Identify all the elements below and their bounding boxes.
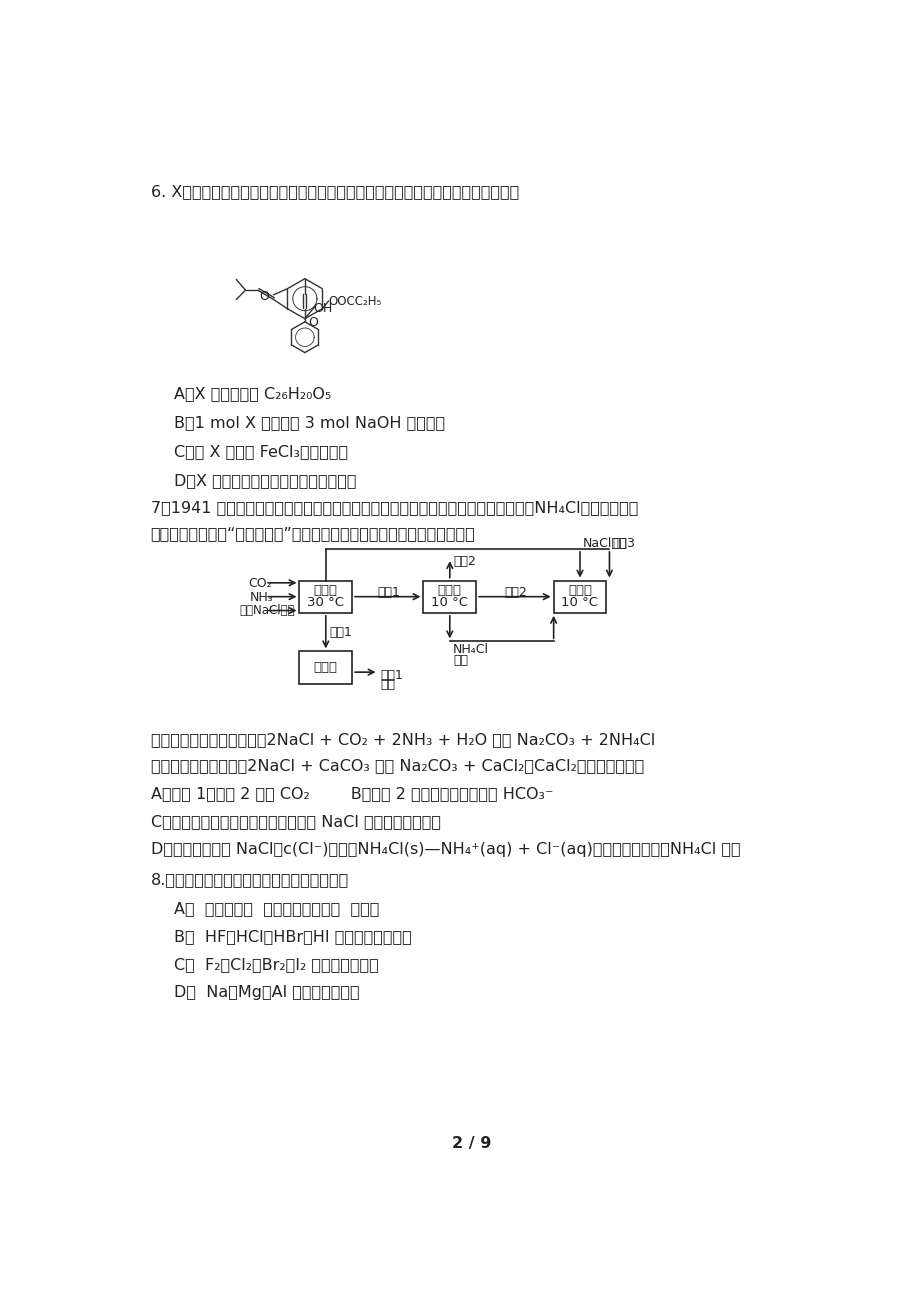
Bar bbox=[423, 581, 476, 613]
Text: NH₄Cl: NH₄Cl bbox=[452, 643, 488, 656]
Text: 气体2: 气体2 bbox=[452, 555, 475, 568]
Text: C．  F₂、Cl₂、Br₂、I₂ 的永点逐渐升高: C． F₂、Cl₂、Br₂、I₂ 的永点逐渐升高 bbox=[174, 957, 379, 973]
Text: A．  与硒相比，  金冈石的硬度大、  燕点高: A． 与硒相比， 金冈石的硬度大、 燕点高 bbox=[174, 901, 379, 917]
Text: 溶液1: 溶液1 bbox=[377, 586, 400, 599]
Text: NH₃: NH₃ bbox=[250, 591, 273, 604]
Text: 溶液3: 溶液3 bbox=[612, 536, 635, 549]
Text: 工艺，后被命名为“侯氏制碱法”。主要工艺流程如下图。下列说法正确的是: 工艺，后被命名为“侯氏制碱法”。主要工艺流程如下图。下列说法正确的是 bbox=[151, 526, 475, 540]
Text: C．在 X 中加入 FeCl₃溶液显紫色: C．在 X 中加入 FeCl₃溶液显紫色 bbox=[174, 444, 347, 460]
Text: D．盐析池中加入 NaCl，c(Cl⁻)增大，NH₄Cl(s)—NH₄⁺(aq) + Cl⁻(aq)的平衡逆向移动，NH₄Cl 析出: D．盐析池中加入 NaCl，c(Cl⁻)增大，NH₄Cl(s)—NH₄⁺(aq)… bbox=[151, 841, 740, 857]
Bar bbox=[299, 581, 352, 613]
Text: 索尔维制碱法总反应：2NaCl + CaCO₃ ＝＝ Na₂CO₃ + CaCl₂（CaCl₂作为废液排放）: 索尔维制碱法总反应：2NaCl + CaCO₃ ＝＝ Na₂CO₃ + CaCl… bbox=[151, 758, 643, 773]
Text: NaCl固体: NaCl固体 bbox=[583, 536, 627, 549]
Text: 已知：侯氏制碱法总反应：2NaCl + CO₂ + 2NH₃ + H₂O ＝＝ Na₂CO₃ + 2NH₄Cl: 已知：侯氏制碱法总反应：2NaCl + CO₂ + 2NH₃ + H₂O ＝＝ … bbox=[151, 732, 654, 747]
Text: 冷析池: 冷析池 bbox=[437, 585, 461, 598]
Text: 2 / 9: 2 / 9 bbox=[451, 1135, 491, 1151]
Text: 固体1: 固体1 bbox=[329, 626, 351, 639]
Bar bbox=[299, 651, 352, 684]
Text: 固体: 固体 bbox=[452, 654, 468, 667]
Text: C．侯氏制碱法和索尔维制碱法中原料 NaCl 的原子利用率相同: C．侯氏制碱法和索尔维制碱法中原料 NaCl 的原子利用率相同 bbox=[151, 814, 440, 829]
Text: B．  HF、HCl、HBr、HI 热稳定性依次减弱: B． HF、HCl、HBr、HI 热稳定性依次减弱 bbox=[174, 930, 411, 944]
Text: OOCC₂H₅: OOCC₂H₅ bbox=[328, 294, 381, 307]
Text: 气体1: 气体1 bbox=[380, 669, 403, 682]
Text: 溶液2: 溶液2 bbox=[504, 586, 527, 599]
Text: 盐析池: 盐析池 bbox=[567, 585, 591, 598]
Text: O: O bbox=[308, 315, 317, 328]
Text: D．X 中所有碳原子可能处于同一平面内: D．X 中所有碳原子可能处于同一平面内 bbox=[174, 474, 356, 488]
Text: 7．1941 年，我国科学家侯德榜结合地域条件改进索尔维制碱法，提出纯碱与鐵肿（NH₄Cl）的联合生产: 7．1941 年，我国科学家侯德榜结合地域条件改进索尔维制碱法，提出纯碱与鐵肿（… bbox=[151, 500, 638, 514]
Text: 10 °C: 10 °C bbox=[431, 596, 468, 609]
Text: D．  Na、Mg、Al 的硬度依次增大: D． Na、Mg、Al 的硬度依次增大 bbox=[174, 984, 359, 1000]
Text: CO₂: CO₂ bbox=[248, 577, 272, 590]
Text: A．气体 1、气体 2 均为 CO₂        B．溶液 2 中，含碳微粒主要是 HCO₃⁻: A．气体 1、气体 2 均为 CO₂ B．溶液 2 中，含碳微粒主要是 HCO₃… bbox=[151, 786, 552, 801]
Text: 8.下列物质的性质变化规律与与键能无关的是: 8.下列物质的性质变化规律与与键能无关的是 bbox=[151, 872, 348, 888]
Text: B．1 mol X 最多能与 3 mol NaOH 发生反应: B．1 mol X 最多能与 3 mol NaOH 发生反应 bbox=[174, 415, 445, 430]
Text: 30 °C: 30 °C bbox=[307, 596, 344, 609]
Text: OH: OH bbox=[313, 302, 333, 315]
Text: 10 °C: 10 °C bbox=[561, 596, 598, 609]
Text: 沉淠池: 沉淠池 bbox=[313, 585, 337, 598]
Text: 6. X（结构如图所示）是一种重要的有机化合物，下列有关该物质的叙述不正确的是: 6. X（结构如图所示）是一种重要的有机化合物，下列有关该物质的叙述不正确的是 bbox=[151, 184, 518, 199]
Text: 纯碱: 纯碱 bbox=[380, 678, 394, 691]
Text: 锻烧炉: 锻烧炉 bbox=[313, 661, 337, 674]
Text: O: O bbox=[259, 290, 269, 303]
Bar bbox=[553, 581, 606, 613]
Text: A．X 的分子式为 C₂₆H₂₀O₅: A．X 的分子式为 C₂₆H₂₀O₅ bbox=[174, 385, 331, 401]
Text: 饱和NaCl溶液: 饱和NaCl溶液 bbox=[239, 604, 294, 617]
